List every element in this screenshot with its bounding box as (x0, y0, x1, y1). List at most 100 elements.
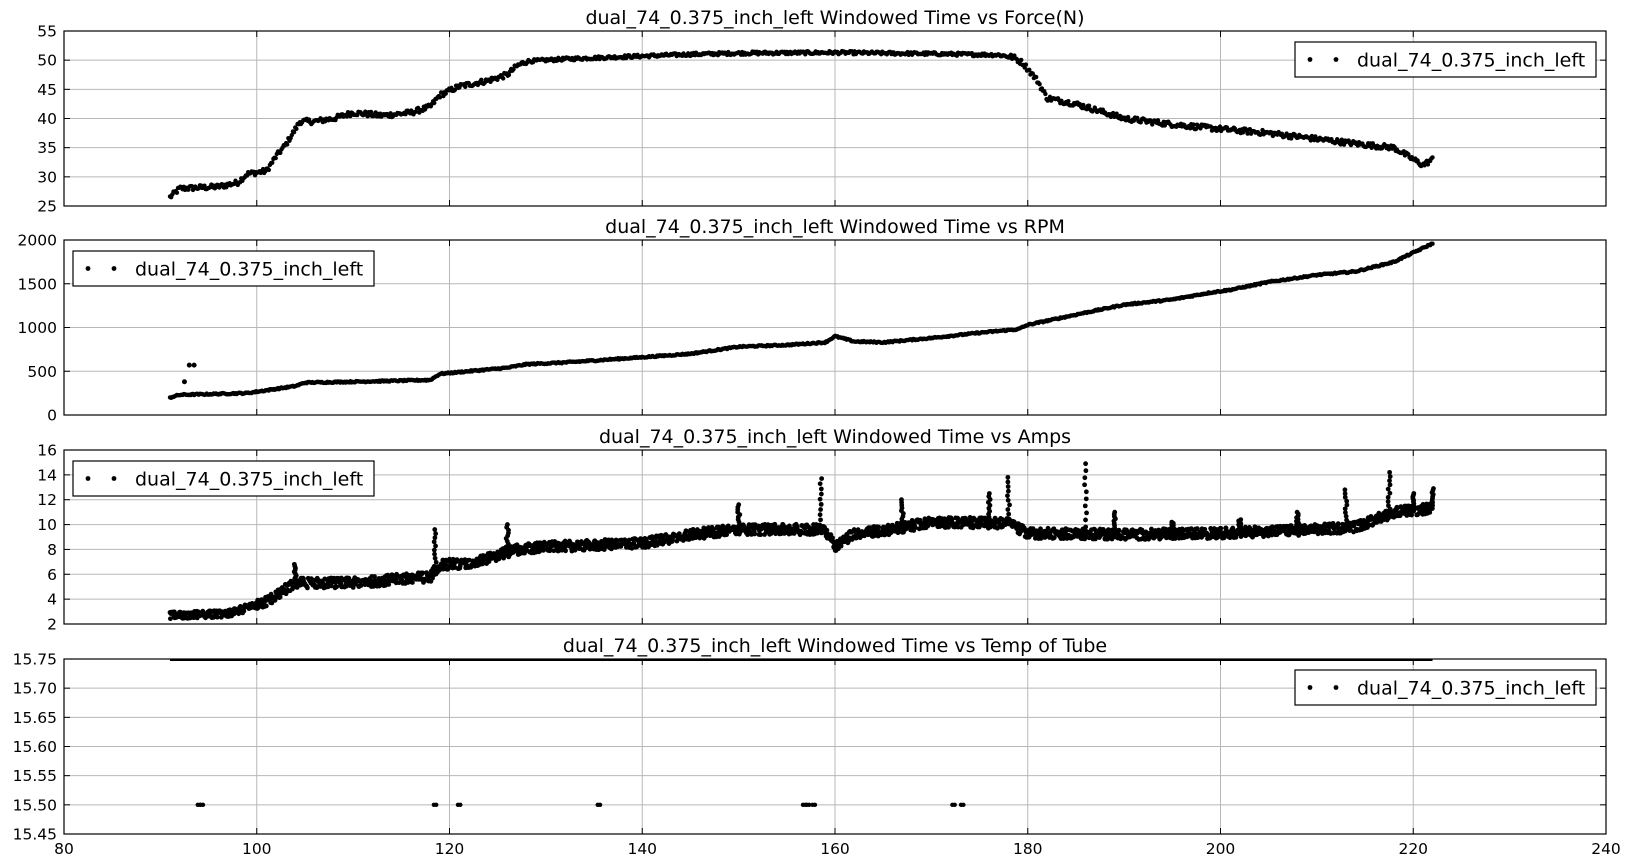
data-point (1342, 487, 1348, 493)
data-point (410, 580, 415, 585)
data-point (346, 575, 352, 581)
y-tick-label: 8 (47, 541, 57, 559)
data-point (433, 531, 439, 537)
data-point (1112, 509, 1118, 515)
data-point (1155, 118, 1161, 123)
data-point (1294, 509, 1300, 515)
data-point (186, 362, 192, 368)
data-point (420, 570, 426, 576)
data-point (388, 111, 393, 116)
data-point (736, 502, 742, 508)
data-point (263, 603, 269, 609)
data-point (613, 537, 619, 543)
data-series (167, 241, 1435, 400)
data-point (1387, 490, 1393, 496)
data-point (1083, 517, 1088, 523)
data-point (1387, 482, 1393, 488)
data-point (443, 91, 448, 96)
data-point (899, 497, 904, 503)
data-point (386, 581, 392, 587)
data-point (181, 379, 187, 385)
data-point (432, 527, 438, 532)
data-point (266, 167, 272, 173)
legend-marker (85, 266, 91, 271)
legend-label: dual_74_0.375_inch_left (135, 469, 363, 491)
data-point (433, 543, 438, 549)
data-point (818, 501, 824, 507)
data-point (1005, 493, 1010, 499)
data-point (752, 531, 758, 537)
data-point (1027, 67, 1032, 73)
data-point (1431, 486, 1436, 491)
chart-title: dual_74_0.375_inch_left Windowed Time vs… (585, 7, 1084, 29)
y-tick-label: 14 (37, 466, 57, 484)
data-point (452, 87, 458, 92)
data-point (1191, 122, 1196, 127)
data-point (1386, 511, 1392, 517)
data-point (1083, 489, 1089, 495)
data-point (433, 568, 439, 573)
legend-marker (85, 476, 91, 481)
data-point (819, 476, 825, 481)
legend-box (72, 250, 375, 287)
y-tick-label: 0 (47, 407, 57, 425)
data-point (817, 481, 823, 487)
data-point (278, 150, 283, 156)
y-tick-label: 16 (37, 442, 57, 460)
data-point (1082, 475, 1088, 481)
data-point (817, 512, 823, 518)
data-point (344, 583, 349, 589)
data-point (1169, 519, 1175, 525)
data-point (1005, 507, 1011, 512)
data-point (1125, 114, 1131, 120)
y-tick-label: 1500 (18, 275, 57, 293)
legend-marker (111, 266, 117, 271)
data-point (273, 155, 278, 161)
y-tick-label: 6 (47, 566, 57, 584)
data-point (431, 547, 437, 553)
y-tick-label: 30 (37, 168, 57, 186)
chart-title: dual_74_0.375_inch_left Windowed Time vs… (605, 216, 1065, 238)
y-tick-label: 15.45 (13, 826, 57, 844)
data-point (1005, 488, 1011, 494)
data-point (818, 517, 823, 523)
data-point (1430, 241, 1435, 246)
data-series (167, 461, 1436, 622)
data-point (432, 555, 438, 561)
data-point (1005, 484, 1011, 489)
y-tick-label: 40 (37, 110, 57, 128)
data-point (1030, 71, 1035, 76)
data-point (818, 491, 824, 497)
data-point (541, 547, 546, 553)
data-point (1238, 517, 1244, 522)
data-point (368, 109, 374, 115)
y-tick-label: 500 (27, 363, 57, 381)
data-point (432, 535, 438, 541)
data-point (631, 540, 637, 546)
data-point (1037, 81, 1042, 87)
data-point (479, 77, 484, 83)
data-point (370, 583, 376, 589)
data-point (214, 614, 220, 620)
data-point (1007, 502, 1012, 508)
data-point (1083, 524, 1089, 530)
data-point (1083, 468, 1089, 474)
data-point (1193, 126, 1199, 132)
legend: dual_74_0.375_inch_left (1294, 41, 1597, 78)
data-point (289, 132, 294, 138)
y-tick-label: 45 (37, 81, 57, 99)
legend-marker (111, 476, 117, 481)
data-point (432, 100, 437, 106)
data-point (1019, 57, 1024, 63)
data-point (1005, 474, 1011, 480)
data-point (909, 517, 915, 523)
data-point (1086, 103, 1092, 108)
data-point (1385, 499, 1391, 504)
legend-marker (1307, 57, 1313, 62)
y-tick-label: 2000 (18, 232, 57, 250)
plot-frame (63, 239, 1607, 416)
y-tick-label: 2 (47, 616, 57, 634)
data-point (1425, 162, 1431, 167)
